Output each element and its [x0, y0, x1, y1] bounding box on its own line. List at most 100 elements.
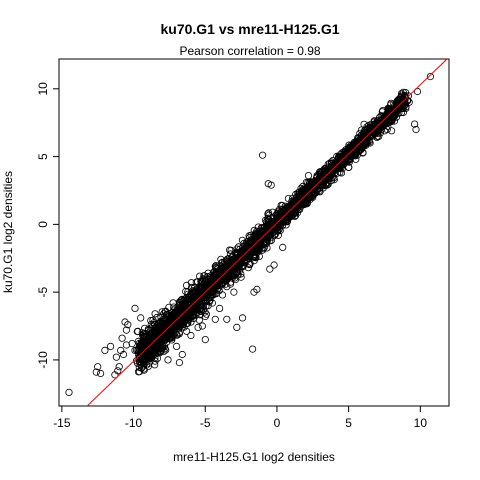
data-point: [151, 328, 159, 337]
data-point: [273, 220, 281, 228]
data-point: [323, 181, 331, 189]
data-point: [147, 320, 155, 329]
data-point: [222, 277, 230, 285]
data-point: [164, 356, 172, 364]
data-point: [225, 273, 234, 281]
data-point: [175, 315, 183, 323]
plot-frame: [58, 58, 450, 407]
data-point: [179, 299, 187, 308]
data-point: [309, 193, 317, 201]
data-point: [180, 296, 188, 304]
data-point: [279, 243, 287, 251]
data-point: [270, 261, 278, 269]
data-point: [137, 340, 145, 349]
data-point: [341, 158, 349, 166]
data-point: [395, 109, 403, 117]
data-point: [112, 353, 121, 361]
data-point: [146, 337, 154, 345]
data-point: [158, 308, 166, 316]
data-point: [182, 320, 190, 328]
data-point: [183, 294, 192, 302]
data-point: [255, 235, 264, 243]
data-point: [159, 328, 168, 336]
data-point: [362, 135, 370, 143]
data-point: [398, 91, 406, 99]
data-point: [209, 291, 217, 299]
data-point: [277, 201, 285, 209]
data-point: [226, 246, 234, 254]
data-point: [222, 256, 230, 265]
data-point: [322, 180, 330, 188]
data-point: [344, 163, 353, 171]
data-point: [189, 294, 197, 302]
data-point: [101, 346, 109, 354]
data-point: [207, 281, 216, 289]
data-point: [324, 178, 332, 186]
reference-line: [86, 58, 448, 407]
y-tick-label: -10: [36, 351, 50, 369]
data-point: [193, 308, 201, 317]
data-point: [147, 316, 155, 325]
x-tick-label: -10: [125, 416, 143, 430]
data-point: [226, 250, 234, 258]
data-point: [197, 277, 205, 285]
data-point: [296, 192, 304, 200]
data-point: [134, 327, 142, 335]
data-point: [375, 122, 383, 130]
data-point: [264, 210, 272, 218]
data-point: [233, 323, 241, 331]
chart-title: ku70.G1 vs mre11-H125.G1: [160, 21, 339, 37]
data-point: [330, 176, 338, 184]
data-point: [369, 131, 377, 139]
data-point: [150, 351, 158, 359]
data-point: [170, 303, 178, 311]
data-point: [169, 308, 177, 316]
data-point: [121, 318, 129, 326]
data-point: [251, 253, 259, 261]
data-point: [247, 237, 255, 245]
data-point: [190, 289, 198, 298]
data-point: [358, 131, 366, 139]
data-point: [221, 272, 229, 280]
subtitle-value: 0.98: [297, 44, 321, 58]
data-point: [270, 232, 279, 240]
subtitle-label: Pearson correlation =: [179, 44, 297, 58]
data-point: [131, 304, 139, 312]
chart-subtitle: Pearson correlation = 0.98: [179, 44, 320, 58]
data-point: [410, 120, 419, 128]
data-point: [183, 281, 191, 289]
data-point: [97, 369, 105, 378]
data-point: [301, 200, 310, 208]
data-point: [122, 326, 131, 334]
data-point: [233, 271, 242, 279]
x-tick-label: 0: [274, 416, 281, 430]
data-point: [284, 195, 292, 203]
x-tick-label: 10: [414, 416, 428, 430]
data-point: [201, 293, 209, 301]
data-point: [169, 299, 177, 307]
data-point: [334, 153, 343, 161]
y-tick-label: 5: [36, 153, 50, 160]
data-point: [349, 140, 357, 148]
data-point: [135, 368, 144, 376]
data-point: [230, 288, 238, 296]
data-point: [134, 346, 142, 355]
data-point: [304, 172, 313, 180]
x-tick-label: -15: [53, 416, 71, 430]
data-point: [137, 314, 145, 322]
data-point: [412, 125, 420, 134]
data-point: [373, 132, 381, 140]
data-point: [227, 261, 235, 270]
data-point: [183, 327, 191, 335]
data-point: [156, 339, 164, 347]
data-point: [387, 117, 396, 126]
points-layer: [65, 73, 434, 396]
data-point: [194, 323, 202, 331]
data-point: [306, 178, 314, 186]
data-point: [250, 288, 258, 296]
data-point: [266, 265, 274, 273]
data-point: [380, 127, 389, 135]
data-point: [337, 169, 346, 177]
data-point: [237, 273, 245, 281]
